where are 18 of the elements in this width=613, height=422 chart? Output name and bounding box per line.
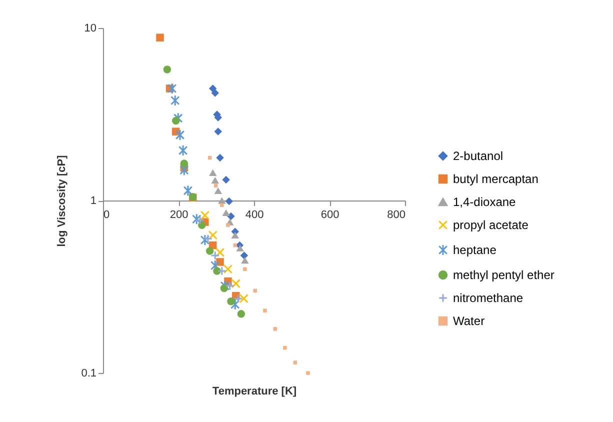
x-tick-label: 600 <box>320 209 340 221</box>
legend-label: heptane <box>453 243 497 257</box>
x-tick-label: 0 <box>104 209 110 221</box>
legend-label: methyl pentyl ether <box>453 268 554 282</box>
x-tick-label: 400 <box>245 209 264 221</box>
y-axis-title: log Viscosity [cP] <box>56 154 68 247</box>
legend-label: 2-butanol <box>453 149 504 163</box>
y-tick-label: 10 <box>84 22 96 34</box>
legend-label: propyl acetate <box>453 218 529 232</box>
legend-label: butyl mercaptan <box>453 172 538 186</box>
x-tick-label: 800 <box>387 209 406 221</box>
x-tick-label: 200 <box>170 209 188 221</box>
legend-label: 1,4-dioxane <box>453 195 516 209</box>
legend-label: Water <box>453 314 485 328</box>
y-tick-label: 1 <box>90 195 96 207</box>
x-axis-title: Temperature [K] <box>212 386 297 398</box>
y-tick-label: 0.1 <box>81 368 96 380</box>
legend-label: nitromethane <box>453 291 524 305</box>
